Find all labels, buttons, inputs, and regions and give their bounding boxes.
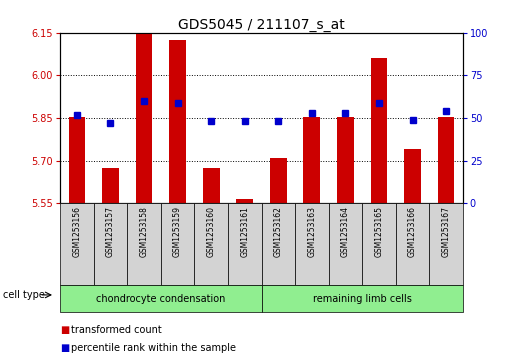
- Bar: [404, 149, 421, 203]
- Bar: [236, 199, 253, 203]
- FancyBboxPatch shape: [328, 203, 362, 285]
- FancyBboxPatch shape: [60, 203, 94, 285]
- Text: transformed count: transformed count: [71, 325, 162, 335]
- Text: GSM1253165: GSM1253165: [374, 206, 383, 257]
- FancyBboxPatch shape: [195, 203, 228, 285]
- Text: GSM1253158: GSM1253158: [140, 206, 149, 257]
- Text: chondrocyte condensation: chondrocyte condensation: [96, 294, 225, 303]
- Text: GSM1253160: GSM1253160: [207, 206, 215, 257]
- Text: GSM1253159: GSM1253159: [173, 206, 182, 257]
- Text: cell type: cell type: [3, 290, 44, 300]
- Text: GSM1253163: GSM1253163: [308, 206, 316, 257]
- Text: ■: ■: [60, 325, 70, 335]
- Bar: [270, 158, 287, 203]
- FancyBboxPatch shape: [161, 203, 195, 285]
- Text: GSM1253164: GSM1253164: [341, 206, 350, 257]
- Bar: [69, 117, 85, 203]
- Bar: [169, 40, 186, 203]
- Text: GSM1253166: GSM1253166: [408, 206, 417, 257]
- FancyBboxPatch shape: [362, 203, 396, 285]
- Text: GSM1253157: GSM1253157: [106, 206, 115, 257]
- Bar: [303, 117, 320, 203]
- Bar: [371, 58, 388, 203]
- Bar: [203, 168, 220, 203]
- Text: GSM1253162: GSM1253162: [274, 206, 283, 257]
- Text: ■: ■: [60, 343, 70, 354]
- FancyBboxPatch shape: [94, 203, 127, 285]
- Text: percentile rank within the sample: percentile rank within the sample: [71, 343, 235, 354]
- FancyBboxPatch shape: [295, 203, 328, 285]
- FancyBboxPatch shape: [60, 285, 262, 312]
- FancyBboxPatch shape: [262, 203, 295, 285]
- Bar: [337, 117, 354, 203]
- FancyBboxPatch shape: [228, 203, 262, 285]
- FancyBboxPatch shape: [396, 203, 429, 285]
- Bar: [102, 168, 119, 203]
- FancyBboxPatch shape: [262, 285, 463, 312]
- Bar: [135, 34, 152, 203]
- Text: GSM1253167: GSM1253167: [441, 206, 451, 257]
- Bar: [438, 117, 454, 203]
- FancyBboxPatch shape: [127, 203, 161, 285]
- Text: remaining limb cells: remaining limb cells: [313, 294, 412, 303]
- Text: GSM1253161: GSM1253161: [240, 206, 249, 257]
- Text: GSM1253156: GSM1253156: [72, 206, 82, 257]
- FancyBboxPatch shape: [429, 203, 463, 285]
- Title: GDS5045 / 211107_s_at: GDS5045 / 211107_s_at: [178, 18, 345, 32]
